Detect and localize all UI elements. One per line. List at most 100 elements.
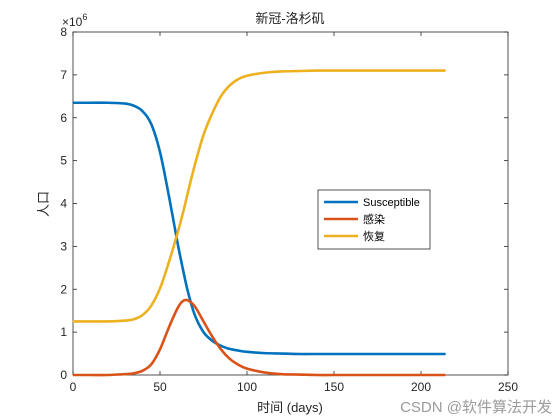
- series-2-point: [211, 335, 213, 338]
- y-tick-label: 2: [60, 282, 67, 296]
- series-3-point: [263, 72, 265, 74]
- series-2-point: [72, 374, 74, 376]
- series-2-point: [281, 373, 283, 375]
- x-tick-label: 250: [498, 380, 518, 394]
- series-3-point: [281, 70, 283, 73]
- legend-label: 感染: [363, 212, 385, 226]
- series-3-point: [168, 262, 170, 264]
- series-1-point: [298, 353, 300, 355]
- series-3-point: [403, 69, 405, 72]
- series-3-point: [211, 112, 213, 115]
- x-tick-label: 150: [324, 380, 344, 394]
- series-1-point: [124, 103, 126, 105]
- series-3-point: [133, 318, 135, 320]
- series-3-point: [182, 213, 184, 215]
- y-tick-label: 8: [60, 25, 67, 39]
- x-axis-ticks: 0 50 100 150 200 250: [70, 32, 518, 394]
- legend-label: 恢复: [363, 229, 385, 243]
- series-3-point: [89, 320, 91, 323]
- series-1-point: [246, 351, 248, 353]
- series-3-point: [316, 69, 318, 72]
- series-3-point: [124, 319, 126, 322]
- series-3-point: [159, 287, 161, 289]
- series-1-point: [211, 340, 213, 342]
- x-tick-label: 0: [70, 380, 77, 394]
- series-3-point: [333, 69, 335, 72]
- series-1-point: [176, 241, 178, 243]
- series-3-point: [176, 232, 178, 235]
- series-1-point: [168, 194, 170, 196]
- series-2-point: [316, 374, 318, 376]
- series-1-point: [72, 102, 74, 104]
- series-2-point: [124, 373, 126, 375]
- series-3-point: [444, 69, 446, 72]
- series-2-point: [150, 363, 152, 365]
- series-3-point: [368, 69, 370, 72]
- series-1-point: [281, 352, 283, 355]
- y-tick-label: 4: [60, 197, 67, 211]
- series-2-point: [403, 374, 405, 376]
- y-tick-label: 5: [60, 154, 67, 168]
- series-1-point: [187, 290, 189, 292]
- series-1-point: [229, 348, 231, 350]
- series-1-point: [368, 353, 370, 355]
- y-tick-label: 6: [60, 111, 67, 125]
- series-2-point: [182, 300, 184, 302]
- series-1-point: [444, 353, 446, 355]
- series-2-point: [220, 348, 222, 350]
- series-2-point: [89, 374, 91, 376]
- series-3-point: [237, 78, 239, 80]
- series-2-point: [333, 374, 335, 376]
- series-1-point: [182, 267, 184, 269]
- legend-label: Susceptible: [363, 197, 420, 209]
- series-lines: [72, 69, 446, 377]
- series-1-point: [133, 105, 135, 107]
- series-1-point: [142, 110, 144, 112]
- y-tick-label: 0: [60, 368, 67, 382]
- series-1-point: [333, 353, 335, 355]
- series-2-point: [298, 373, 300, 376]
- series-1-point: [159, 151, 161, 153]
- series-2-point: [246, 367, 248, 370]
- series-2-point: [142, 370, 144, 372]
- y-tick-label: 7: [60, 68, 67, 82]
- series-2-point: [194, 305, 196, 307]
- series-1-point: [403, 353, 405, 355]
- y-tick-label: 1: [60, 325, 67, 339]
- series-2-point: [133, 372, 135, 374]
- series-1-point: [89, 102, 91, 104]
- y-multiplier-exponent: 6: [82, 12, 87, 22]
- x-tick-label: 100: [237, 380, 257, 394]
- series-1-point: [263, 352, 265, 354]
- series-3-point: [72, 320, 74, 323]
- y-tick-label: 3: [60, 239, 67, 253]
- chart-title: 新冠-洛杉矶: [255, 11, 324, 26]
- series-2-point: [159, 348, 161, 350]
- series-2-point: [187, 299, 189, 301]
- y-axis-multiplier: ×106: [62, 12, 87, 29]
- x-tick-label: 200: [411, 380, 431, 394]
- series-2-point: [202, 320, 205, 323]
- series-3-point: [150, 304, 152, 307]
- series-1-point: [237, 349, 239, 352]
- series-2-point: [168, 327, 170, 329]
- series-3-point: [298, 70, 300, 72]
- series-1-point: [194, 314, 196, 316]
- series-2-point: [107, 374, 109, 376]
- series-3-point: [202, 134, 205, 136]
- series-2-point: [237, 364, 239, 366]
- series-2-point: [176, 307, 178, 310]
- watermark: CSDN @软件算法开发: [400, 398, 552, 416]
- series-1-point: [202, 331, 205, 333]
- series-2-point: [368, 374, 370, 376]
- series-3-point: [142, 314, 144, 316]
- series-3-point: [229, 84, 231, 87]
- x-axis-label: 时间 (days): [257, 400, 323, 415]
- series-2-point: [263, 371, 265, 374]
- series-2-point: [444, 374, 446, 376]
- series-1-point: [316, 353, 318, 355]
- x-tick-label: 50: [153, 380, 167, 394]
